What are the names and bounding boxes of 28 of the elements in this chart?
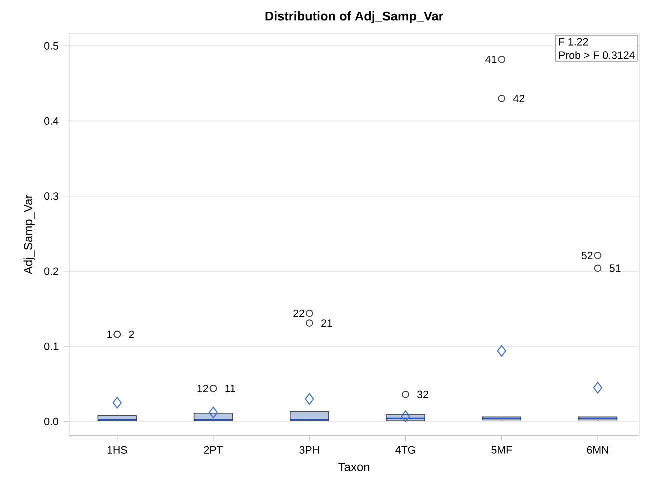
annotation: 21 — [322, 320, 332, 328]
annotation: 41 — [486, 56, 497, 64]
y-tick-label: 0.2 — [44, 268, 58, 276]
x-tick-label: 2PT — [204, 446, 224, 454]
y-tick-label: 0.3 — [44, 192, 58, 200]
annotation: Prob > F 0.3124 — [559, 52, 635, 60]
x-axis-title: Taxon — [338, 463, 370, 472]
annotation: F 1.22 — [559, 38, 588, 46]
annotation: 1 — [108, 331, 112, 338]
x-tick-label: 3PH — [300, 446, 320, 454]
x-tick-label: 5MF — [492, 446, 512, 454]
y-tick-label: 0.4 — [44, 118, 59, 126]
y-tick-label: 0.5 — [44, 42, 58, 50]
chart-title: Distribution of Adj_Samp_Var — [266, 12, 444, 24]
annotation: 52 — [582, 252, 593, 260]
annotation: 32 — [418, 391, 428, 399]
y-tick-label: 0.0 — [44, 418, 59, 426]
annotation: 42 — [514, 95, 525, 103]
annotation: 2 — [129, 331, 134, 338]
annotation: 12 — [198, 385, 208, 393]
annotation: 11 — [226, 385, 236, 393]
y-axis-title: Adj_Samp_Var — [24, 195, 35, 275]
x-tick-label: 4TG — [396, 446, 416, 454]
annotation: 22 — [294, 310, 304, 318]
x-tick-label: 1HS — [108, 446, 128, 454]
annotation: 51 — [610, 264, 621, 272]
x-tick-label: 6MN — [587, 446, 608, 454]
y-tick-label: 0.1 — [44, 342, 58, 351]
